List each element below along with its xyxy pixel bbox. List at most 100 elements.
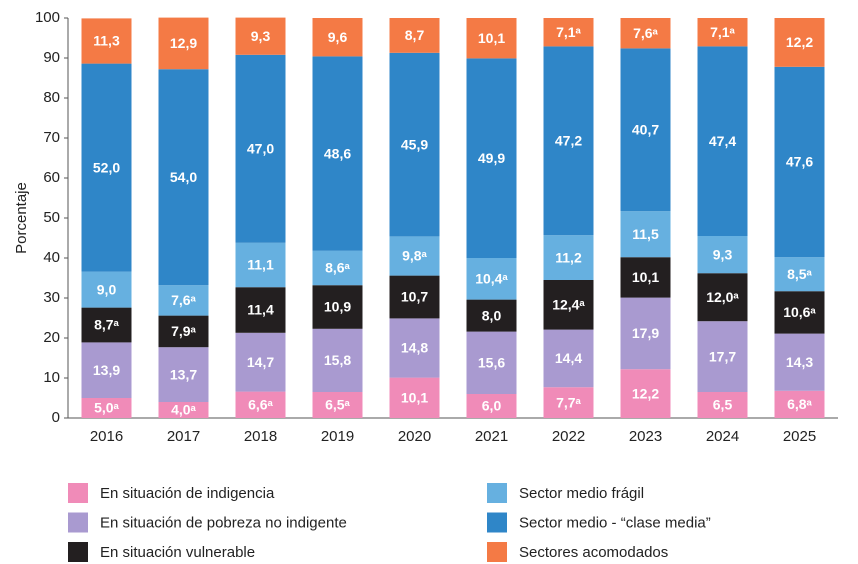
value-label: 40,7: [632, 122, 659, 138]
value-label: 45,9: [401, 136, 428, 152]
value-label: 54,0: [170, 169, 197, 185]
value-label: 14,8: [401, 340, 428, 356]
bar-segment: [620, 211, 671, 258]
value-label: 13,7: [170, 366, 197, 382]
value-label: 6,8ᵃ: [787, 396, 812, 412]
value-label: 48,6: [324, 145, 351, 161]
value-label: 11,2: [555, 249, 582, 265]
value-label: 12,4ᵃ: [552, 297, 585, 313]
bar-segment: [81, 342, 132, 398]
value-label: 4,0ᵃ: [171, 402, 196, 418]
bar-segment: [543, 329, 594, 388]
value-label: 17,7: [709, 348, 736, 364]
x-tick-label: 2025: [783, 428, 816, 445]
value-label: 8,7ᵃ: [94, 317, 119, 333]
bar-segment: [620, 18, 671, 49]
value-label: 14,4: [555, 350, 582, 366]
y-tick-label: 80: [43, 89, 60, 106]
bar-segment: [389, 18, 440, 53]
bar-segment: [81, 307, 132, 343]
bar-segment: [620, 257, 671, 298]
legend-label: Sector medio - “clase media”: [519, 514, 711, 531]
x-tick-label: 2021: [475, 428, 508, 445]
x-tick-label: 2016: [90, 428, 123, 445]
value-label: 47,4: [709, 133, 736, 149]
value-label: 7,6ᵃ: [633, 25, 658, 41]
bar-segment: [312, 328, 363, 392]
bar-segment: [158, 347, 209, 402]
value-label: 5,0ᵃ: [94, 400, 119, 416]
bar-segment: [697, 273, 748, 322]
bar-segment: [697, 46, 748, 237]
bar-segment: [235, 391, 286, 418]
legend-label: Sectores acomodados: [519, 544, 668, 561]
bar-segment: [620, 369, 671, 418]
y-tick-label: 60: [43, 169, 60, 186]
x-tick-label: 2020: [398, 428, 431, 445]
bar-segment: [389, 236, 440, 276]
bar-segment: [389, 318, 440, 378]
y-tick-label: 30: [43, 289, 60, 306]
legend-swatch: [68, 542, 88, 562]
value-label: 9,6: [328, 29, 348, 45]
value-label: 11,5: [632, 226, 659, 242]
value-label: 6,5: [713, 397, 733, 413]
bar-segment: [774, 390, 825, 418]
x-tick-label: 2023: [629, 428, 662, 445]
value-label: 7,7ᵃ: [556, 394, 581, 410]
y-tick-label: 10: [43, 369, 60, 386]
value-label: 10,4ᵃ: [475, 271, 508, 287]
bar-segment: [312, 392, 363, 418]
bar-segment: [158, 69, 209, 286]
value-label: 9,8ᵃ: [402, 248, 427, 264]
bar-segment: [389, 377, 440, 418]
bar-segment: [543, 387, 594, 418]
value-label: 47,2: [555, 133, 582, 149]
bar-segment: [235, 332, 286, 392]
value-label: 12,0ᵃ: [706, 289, 739, 305]
y-tick-label: 90: [43, 49, 60, 66]
x-tick-label: 2019: [321, 428, 354, 445]
y-axis-label: Porcentaje: [13, 182, 30, 254]
bar-segment: [235, 242, 286, 288]
legend-swatch: [68, 512, 88, 533]
value-label: 8,5ᵃ: [787, 266, 812, 282]
y-tick-label: 100: [35, 9, 60, 26]
value-label: 10,7: [401, 289, 428, 305]
bar-segment: [543, 235, 594, 280]
value-label: 8,7: [405, 27, 425, 43]
bar-segment: [774, 291, 825, 334]
bar-segment: [697, 236, 748, 274]
bar-segment: [389, 52, 440, 237]
bar-segment: [543, 18, 594, 47]
legend-swatch: [487, 483, 507, 503]
y-tick-label: 50: [43, 209, 60, 226]
value-label: 10,6ᵃ: [783, 304, 816, 320]
y-tick-label: 0: [52, 409, 60, 426]
bar-segment: [774, 333, 825, 391]
bar-segment: [81, 63, 132, 272]
y-tick-label: 70: [43, 129, 60, 146]
bar-segment: [312, 18, 363, 57]
bar-segment: [697, 321, 748, 392]
bar-segment: [543, 46, 594, 236]
value-label: 15,6: [478, 355, 505, 371]
bar-segment: [620, 297, 671, 370]
legend-label: En situación vulnerable: [100, 544, 255, 561]
value-label: 7,9ᵃ: [171, 323, 196, 339]
value-label: 11,4: [247, 302, 274, 318]
bar-segment: [158, 285, 209, 316]
bar-segment: [389, 275, 440, 319]
bar-segment: [312, 285, 363, 329]
value-label: 11,3: [93, 33, 120, 49]
bar-segment: [543, 280, 594, 330]
legend-swatch: [487, 542, 507, 562]
x-tick-label: 2024: [706, 428, 739, 445]
value-label: 10,1: [632, 269, 659, 285]
value-label: 12,9: [170, 35, 197, 51]
value-label: 12,2: [632, 385, 659, 401]
bar-segment: [235, 17, 286, 55]
bar-segment: [697, 18, 748, 47]
bar-segment: [774, 257, 825, 292]
